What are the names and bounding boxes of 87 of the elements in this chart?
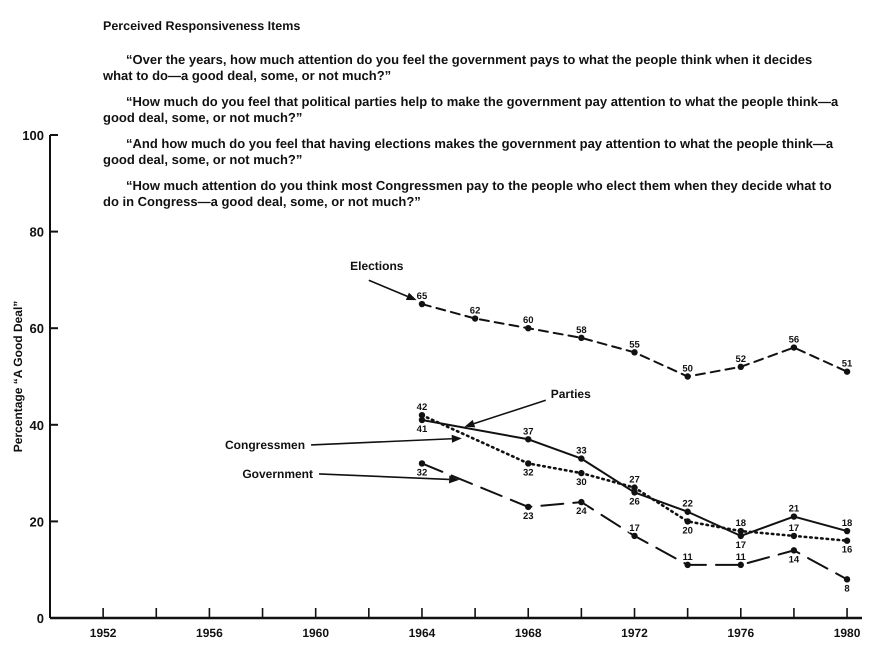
text: Elections bbox=[350, 259, 404, 274]
point bbox=[790, 547, 798, 554]
y-tick-label: 60 bbox=[30, 321, 44, 336]
point bbox=[844, 368, 850, 375]
data-label: 22 bbox=[682, 498, 693, 510]
y-tick-label: 80 bbox=[30, 224, 44, 240]
y-tick-label: 40 bbox=[30, 418, 44, 433]
point bbox=[578, 470, 585, 476]
data-label: 50 bbox=[682, 364, 693, 374]
point bbox=[631, 532, 638, 540]
text: “Over the years, how much attention do you feel the government pays to what the people think when it decides what to do—a good deal, some, or not much?” bbox=[102, 52, 812, 83]
x-tick-label: 1964 bbox=[408, 626, 436, 640]
data-label: 18 bbox=[735, 518, 746, 530]
data-label: 17 bbox=[629, 522, 640, 534]
data-label: 24 bbox=[576, 506, 588, 518]
chart-title: Perceived Responsiveness Items bbox=[103, 19, 300, 33]
x-tick-label: 1968 bbox=[514, 626, 542, 640]
data-label: 51 bbox=[842, 358, 854, 370]
data-label: 32 bbox=[522, 467, 534, 478]
point bbox=[738, 364, 744, 370]
x-tick-label: 1960 bbox=[302, 626, 330, 640]
data-label: 60 bbox=[522, 315, 534, 326]
data-label: 65 bbox=[416, 291, 428, 302]
point bbox=[790, 344, 798, 351]
data-label: 27 bbox=[629, 474, 640, 486]
text: Congressmen bbox=[225, 438, 306, 452]
data-label: 32 bbox=[416, 467, 428, 478]
point bbox=[578, 334, 585, 342]
x-tick-label: 1980 bbox=[834, 626, 861, 640]
point bbox=[738, 562, 744, 568]
point bbox=[631, 349, 638, 356]
data-label: 56 bbox=[788, 334, 800, 346]
x-tick-label: 1952 bbox=[90, 626, 117, 640]
data-label: 30 bbox=[576, 477, 587, 488]
point bbox=[525, 436, 532, 442]
annotation: “And how much do you feel that having elections makes the government pay attention to what the people think—a good deal, some, or not much?” bbox=[103, 136, 834, 167]
point bbox=[418, 412, 426, 418]
data-label: 33 bbox=[576, 446, 587, 457]
data-label: 14 bbox=[788, 554, 800, 566]
data-label: 17 bbox=[788, 522, 800, 534]
data-label: 23 bbox=[522, 510, 534, 522]
point bbox=[578, 498, 585, 506]
data-label: 37 bbox=[522, 426, 534, 438]
data-label: 26 bbox=[629, 496, 640, 508]
point bbox=[738, 528, 744, 534]
point bbox=[418, 300, 426, 308]
point bbox=[578, 455, 585, 462]
point bbox=[631, 484, 638, 491]
point bbox=[418, 460, 426, 467]
y-tick-label: 20 bbox=[30, 514, 44, 530]
text: “How much do you feel that political parties help to make the government pay attention to what the people think—a good deal, some, or not much?” bbox=[103, 94, 839, 125]
y-axis-title: Percentage “A Good Deal” bbox=[11, 300, 25, 452]
text: Government bbox=[242, 466, 314, 481]
data-label: 55 bbox=[629, 339, 641, 350]
data-label: 8 bbox=[844, 583, 850, 594]
data-label: 41 bbox=[416, 424, 428, 435]
point bbox=[525, 460, 532, 467]
annotation: “How much attention do you think most Congressmen pay to the people who elect them when they decide what to do in Congress—a good deal, some, or not much?” bbox=[103, 178, 832, 209]
point bbox=[472, 315, 478, 322]
data-label: 21 bbox=[788, 504, 800, 515]
point bbox=[684, 562, 691, 568]
point bbox=[844, 538, 850, 544]
x-tick-label: 1956 bbox=[196, 626, 224, 640]
data-label: 11 bbox=[736, 552, 747, 563]
point bbox=[790, 532, 798, 540]
y-tick-label: 100 bbox=[22, 128, 44, 143]
data-label: 62 bbox=[470, 306, 480, 317]
data-label: 16 bbox=[842, 544, 852, 556]
x-tick-label: 1972 bbox=[621, 626, 648, 640]
point bbox=[790, 513, 798, 520]
data-label: 42 bbox=[416, 402, 428, 414]
data-label: 18 bbox=[842, 518, 852, 530]
point bbox=[525, 504, 532, 510]
data-label: 58 bbox=[576, 324, 587, 336]
data-label: 52 bbox=[735, 354, 746, 365]
x-tick-label: 1976 bbox=[727, 626, 754, 640]
text: Parties bbox=[550, 387, 592, 402]
point bbox=[525, 325, 532, 332]
y-tick-label: 0 bbox=[36, 611, 44, 626]
point bbox=[684, 373, 691, 380]
data-label: 17 bbox=[735, 540, 746, 551]
point bbox=[684, 508, 691, 515]
point bbox=[844, 576, 850, 583]
data-label: 11 bbox=[682, 552, 694, 563]
point bbox=[684, 518, 691, 525]
point bbox=[844, 528, 850, 534]
data-label: 20 bbox=[682, 525, 693, 536]
